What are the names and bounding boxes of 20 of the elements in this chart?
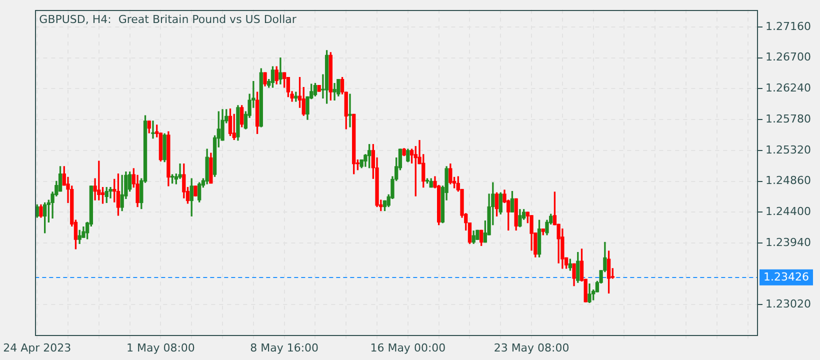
y-tick-label: 1.24860 — [766, 174, 812, 188]
y-tick-label: 1.24400 — [766, 204, 812, 218]
x-tick-label: 23 May 08:00 — [494, 341, 570, 354]
candlestick — [278, 58, 282, 84]
x-tick-label: 16 May 00:00 — [370, 341, 446, 354]
candlestick — [151, 120, 155, 139]
candlestick — [348, 94, 352, 128]
y-tick-label: 1.25320 — [766, 143, 812, 156]
y-tick-label: 1.26700 — [766, 50, 812, 64]
y-tick-label: 1.23020 — [766, 297, 812, 310]
y-tick-label: 1.26240 — [766, 82, 812, 95]
y-tick-label: 1.23940 — [766, 236, 812, 249]
x-tick-label: 8 May 16:00 — [250, 341, 319, 354]
y-tick-label: 1.27160 — [766, 20, 812, 33]
chart-title: GBPUSD, H4: Great Britain Pound vs US Dollar — [39, 12, 297, 26]
y-tick-label: 1.25780 — [766, 112, 812, 126]
candlestick — [332, 83, 336, 100]
x-tick-label: 1 May 08:00 — [126, 341, 195, 354]
ref-line-label: 1.23426 — [764, 270, 810, 284]
x-tick-label: 24 Apr 2023 — [3, 341, 72, 354]
